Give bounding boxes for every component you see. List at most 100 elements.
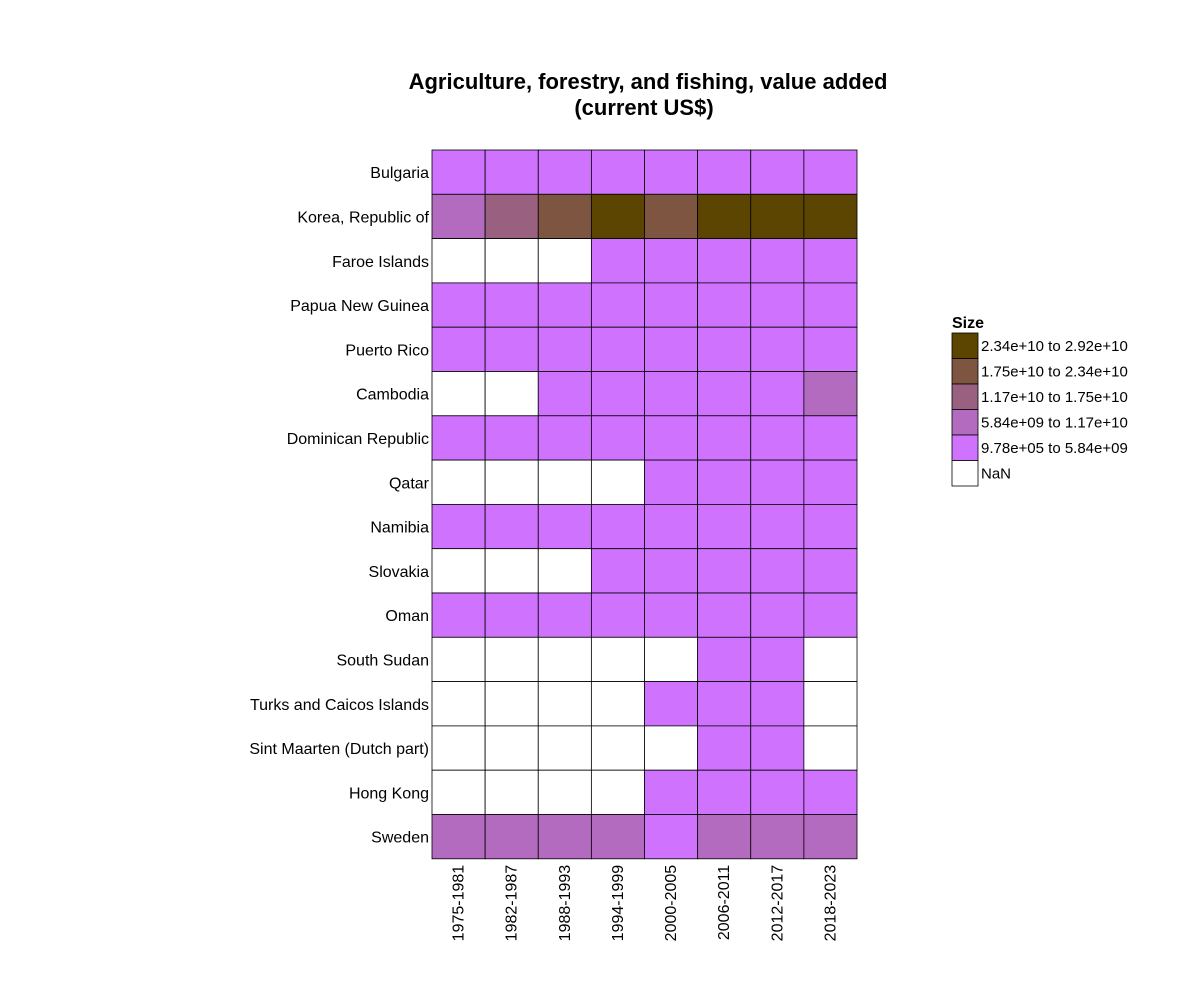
legend-swatch	[951, 358, 979, 385]
legend-label: 2.34e+10 to 2.92e+10	[981, 338, 1128, 355]
row-label: Korea, Republic of	[297, 209, 429, 226]
heatmap-cell	[431, 415, 486, 461]
heatmap-cell	[431, 459, 486, 505]
heatmap-cell	[750, 326, 805, 372]
heatmap-cell	[590, 681, 645, 727]
heatmap-cell	[644, 769, 699, 815]
heatmap-cell	[644, 371, 699, 417]
heatmap-cell	[644, 326, 699, 372]
heatmap-cell	[750, 193, 805, 240]
heatmap-cell	[750, 415, 805, 461]
heatmap-cell	[644, 814, 699, 860]
heatmap-cell	[697, 238, 752, 284]
heatmap-cell	[644, 238, 699, 284]
heatmap-cell	[537, 415, 592, 461]
heatmap-cell	[431, 149, 486, 195]
chart-title-line-2: (current US$)	[574, 95, 713, 120]
column-label: 1988-1993	[557, 865, 574, 942]
row-label: Faroe Islands	[332, 254, 429, 271]
heatmap-cell	[484, 503, 539, 550]
row-label: Sint Maarten (Dutch part)	[249, 741, 429, 758]
row-label: Dominican Republic	[287, 431, 429, 448]
column-label: 1994-1999	[610, 865, 627, 942]
row-label: Cambodia	[356, 387, 429, 404]
heatmap-cell	[644, 548, 699, 594]
column-label: 1975-1981	[451, 865, 468, 942]
heatmap-cell	[803, 548, 858, 594]
heatmap-cell	[484, 238, 539, 284]
heatmap-cell	[750, 149, 805, 195]
heatmap-cell	[644, 592, 699, 638]
heatmap-cell	[590, 415, 645, 461]
heatmap-cell	[750, 725, 805, 771]
heatmap-cell	[590, 636, 645, 682]
heatmap-cell	[537, 681, 592, 727]
heatmap-cell	[484, 636, 539, 682]
row-label: Slovakia	[369, 564, 430, 581]
heatmap-cell	[537, 769, 592, 815]
heatmap-cell	[590, 592, 645, 638]
heatmap-cell	[803, 415, 858, 461]
heatmap-cell	[644, 193, 699, 240]
heatmap-cell	[431, 238, 486, 284]
heatmap-cell	[803, 636, 858, 682]
heatmap-cell	[697, 326, 752, 372]
row-label: Puerto Rico	[345, 342, 429, 359]
heatmap-cell	[431, 371, 486, 417]
heatmap-cell	[803, 459, 858, 505]
heatmap-cell	[484, 193, 539, 240]
heatmap-cell	[697, 725, 752, 771]
heatmap-cell	[697, 769, 752, 815]
heatmap-cell	[644, 149, 699, 195]
heatmap-cell	[590, 326, 645, 372]
heatmap-cell	[750, 814, 805, 860]
heatmap-cell	[697, 681, 752, 727]
row-label: Oman	[385, 608, 429, 625]
heatmap-cell	[697, 814, 752, 860]
heatmap-cell	[803, 769, 858, 815]
heatmap-cell	[803, 149, 858, 195]
heatmap-cell	[484, 371, 539, 417]
heatmap-cell	[697, 282, 752, 328]
heatmap-cell	[484, 149, 539, 195]
heatmap-cell	[644, 681, 699, 727]
heatmap-cells	[431, 149, 858, 860]
heatmap-cell	[697, 636, 752, 682]
heatmap-cell	[750, 503, 805, 550]
heatmap-cell	[431, 725, 486, 771]
heatmap-cell	[644, 503, 699, 550]
legend-label: 1.17e+10 to 1.75e+10	[981, 389, 1128, 406]
heatmap-cell	[431, 769, 486, 815]
heatmap-cell	[590, 814, 645, 860]
legend-label: 9.78e+05 to 5.84e+09	[981, 440, 1128, 457]
column-label: 2006-2011	[716, 865, 733, 940]
heatmap-cell	[431, 814, 486, 860]
heatmap-cell	[644, 415, 699, 461]
legend-swatch	[951, 434, 979, 461]
legend-title: Size	[952, 315, 984, 332]
row-labels: Bulgaria Korea, Republic of Faroe Islands P…	[249, 165, 429, 847]
heatmap-cell	[644, 725, 699, 771]
heatmap-cell	[644, 636, 699, 682]
heatmap-cell	[590, 725, 645, 771]
heatmap-cell	[750, 592, 805, 638]
heatmap-cell	[803, 238, 858, 284]
heatmap-cell	[750, 371, 805, 417]
heatmap-cell	[484, 459, 539, 505]
column-label: 2012-2017	[769, 865, 786, 942]
column-label: 1982-1987	[504, 865, 521, 942]
heatmap-cell	[431, 636, 486, 682]
heatmap-cell	[697, 149, 752, 195]
row-label: Turks and Caicos Islands	[250, 697, 429, 714]
heatmap-cell	[590, 503, 645, 550]
heatmap-cell	[697, 371, 752, 417]
heatmap-cell	[697, 415, 752, 461]
column-label: 2018-2023	[822, 865, 839, 942]
heatmap-cell	[750, 681, 805, 727]
heatmap-cell	[644, 459, 699, 505]
heatmap-cell	[484, 681, 539, 727]
heatmap-cell	[590, 548, 645, 594]
heatmap-cell	[537, 548, 592, 594]
heatmap-cell	[537, 238, 592, 284]
